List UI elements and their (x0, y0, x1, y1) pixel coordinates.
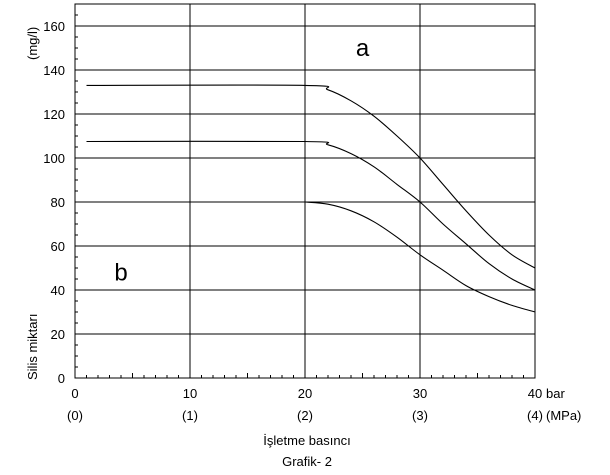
region-label-b: b (114, 259, 127, 286)
x-tick-label-3: 30 (413, 386, 427, 401)
tick-labels: 0 20 40 60 80 100 120 140 160 0 (0) 10 (1) 20 (2) 30 (3)… (43, 19, 543, 423)
x-secondary-tick-label-4: (4) (527, 408, 543, 423)
y-tick-label-5: 100 (43, 151, 65, 166)
x-axis-unit: bar (546, 386, 565, 401)
axes (74, 3, 536, 379)
y-tick-label-8: 160 (43, 19, 65, 34)
x-secondary-tick-label-2: (2) (297, 408, 313, 423)
region-label-a: a (356, 35, 370, 62)
y-tick-label-0: 0 (58, 371, 65, 386)
x-tick-label-0: 0 (71, 386, 78, 401)
x-secondary-tick-label-1: (1) (182, 408, 198, 423)
x-axis-title: İşletme basıncı (263, 433, 350, 448)
y-tick-label-7: 140 (43, 63, 65, 78)
x-tick-label-4: 40 (528, 386, 542, 401)
x-secondary-tick-label-0: (0) (67, 408, 83, 423)
grid-lines (75, 4, 535, 378)
y-axis-unit: (mg/l) (25, 27, 40, 60)
chart-caption: Grafik- 2 (282, 454, 332, 469)
x-tick-label-1: 10 (183, 386, 197, 401)
y-tick-label-3: 60 (51, 239, 65, 254)
x-tick-label-2: 20 (298, 386, 312, 401)
y-tick-label-6: 120 (43, 107, 65, 122)
series-curves (74, 25, 536, 313)
y-tick-label-1: 20 (51, 327, 65, 342)
y-tick-label-4: 80 (51, 195, 65, 210)
x-axis-secondary-unit: (MPa) (546, 408, 581, 423)
series-line-2 (86, 140, 536, 291)
x-secondary-tick-label-3: (3) (412, 408, 428, 423)
y-tick-label-2: 40 (51, 283, 65, 298)
series-line-1 (86, 84, 536, 269)
y-axis-title: Silis miktarı (25, 314, 40, 380)
series-line-3 (304, 201, 536, 313)
